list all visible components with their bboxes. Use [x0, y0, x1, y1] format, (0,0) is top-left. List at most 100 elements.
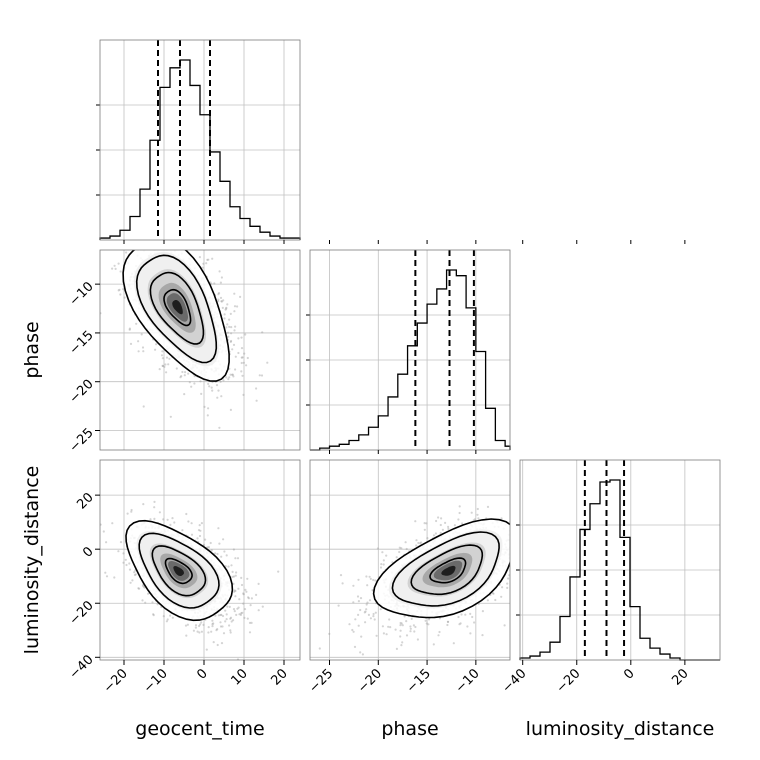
scatter-point [225, 306, 228, 309]
scatter-point [217, 614, 220, 617]
scatter-point [220, 300, 223, 303]
scatter-point [211, 619, 214, 622]
scatter-point [229, 616, 233, 619]
scatter-point [224, 609, 227, 612]
scatter-point [181, 370, 184, 374]
scatter-point [438, 617, 442, 620]
scatter-point [219, 380, 222, 383]
scatter-point [222, 538, 225, 541]
scatter-point [149, 518, 152, 521]
scatter-point [246, 356, 249, 360]
scatter-point [169, 614, 172, 617]
scatter-point [162, 615, 165, 618]
scatter-point [234, 595, 237, 598]
scatter-point [211, 623, 214, 626]
scatter-point [137, 350, 140, 353]
scatter-point [214, 614, 217, 617]
scatter-point [425, 522, 428, 525]
scatter-point [248, 631, 252, 634]
scatter-point [400, 644, 403, 647]
scatter-point [125, 251, 128, 254]
scatter-point [439, 523, 442, 527]
scatter-point [227, 378, 230, 381]
scatter-point [382, 563, 385, 566]
scatter-point [223, 313, 226, 316]
scatter-point [438, 630, 441, 634]
scatter-point [233, 310, 236, 313]
scatter-point [207, 546, 210, 549]
scatter-point [261, 331, 264, 334]
scatter-point [226, 605, 229, 608]
scatter-point [169, 523, 172, 527]
scatter-point [160, 354, 164, 357]
scatter-point [357, 613, 360, 617]
panel-geocent-time-vs-luminosity-distance-contour-2 [138, 532, 220, 609]
scatter-point [166, 618, 169, 621]
scatter-point [196, 537, 199, 540]
scatter-point [352, 601, 355, 604]
scatter-point [367, 613, 370, 617]
scatter-point [153, 517, 156, 521]
scatter-point [277, 570, 280, 573]
scatter-point [224, 308, 227, 311]
scatter-point [471, 615, 474, 619]
scatter-point [359, 651, 362, 654]
scatter-point [230, 620, 233, 623]
scatter-point [128, 328, 131, 331]
panel-phase-vs-luminosity-distance-density-level-5 [441, 565, 456, 576]
scatter-point [243, 352, 246, 355]
scatter-point [379, 608, 382, 611]
scatter-point [405, 547, 408, 551]
scatter-point [154, 348, 157, 351]
scatter-point [237, 351, 240, 355]
scatter-point [152, 613, 155, 616]
scatter-point [232, 582, 235, 586]
scatter-point [466, 625, 469, 628]
scatter-point [128, 568, 132, 571]
histogram-luminosity-distance [516, 460, 720, 661]
panel-geocent-time-vs-luminosity-distance-density-level-5 [173, 566, 184, 576]
scatter-point [432, 643, 435, 646]
scatter-point [365, 603, 368, 606]
scatter-point [193, 382, 196, 385]
histogram-luminosity-distance-frame [519, 459, 721, 661]
scatter-point [192, 629, 195, 632]
panel-geocent-time-vs-phase-contour-0 [163, 288, 192, 327]
scatter-point [232, 619, 235, 622]
scatter-point [156, 603, 159, 606]
scatter-point [399, 629, 402, 632]
scatter-point [458, 623, 461, 626]
scatter-point [129, 581, 132, 584]
scatter-point [229, 629, 232, 632]
scatter-point [237, 606, 240, 609]
scatter-point [470, 511, 473, 514]
scatter-point [432, 534, 436, 537]
scatter-point [232, 575, 236, 578]
scatter-point [161, 350, 164, 353]
scatter-point [364, 621, 367, 624]
scatter-point [223, 550, 226, 553]
scatter-point [222, 632, 226, 635]
scatter-point [161, 357, 164, 360]
scatter-point [206, 546, 209, 549]
scatter-point [118, 288, 121, 291]
scatter-point [141, 584, 145, 587]
scatter-point [352, 630, 355, 633]
scatter-point [423, 528, 426, 531]
scatter-point [235, 613, 238, 617]
scatter-point [403, 615, 406, 618]
scatter-point [152, 614, 155, 617]
scatter-point [169, 415, 172, 418]
scatter-point [457, 615, 460, 619]
xlabel-phase: phase [381, 718, 438, 740]
scatter-point [434, 532, 437, 535]
scatter-point [446, 620, 450, 624]
scatter-point [225, 326, 228, 329]
scatter-point [257, 609, 260, 612]
scatter-point [215, 384, 219, 387]
scatter-point [260, 374, 264, 377]
scatter-point [128, 327, 131, 330]
scatter-point [184, 371, 187, 374]
scatter-point [209, 541, 212, 545]
